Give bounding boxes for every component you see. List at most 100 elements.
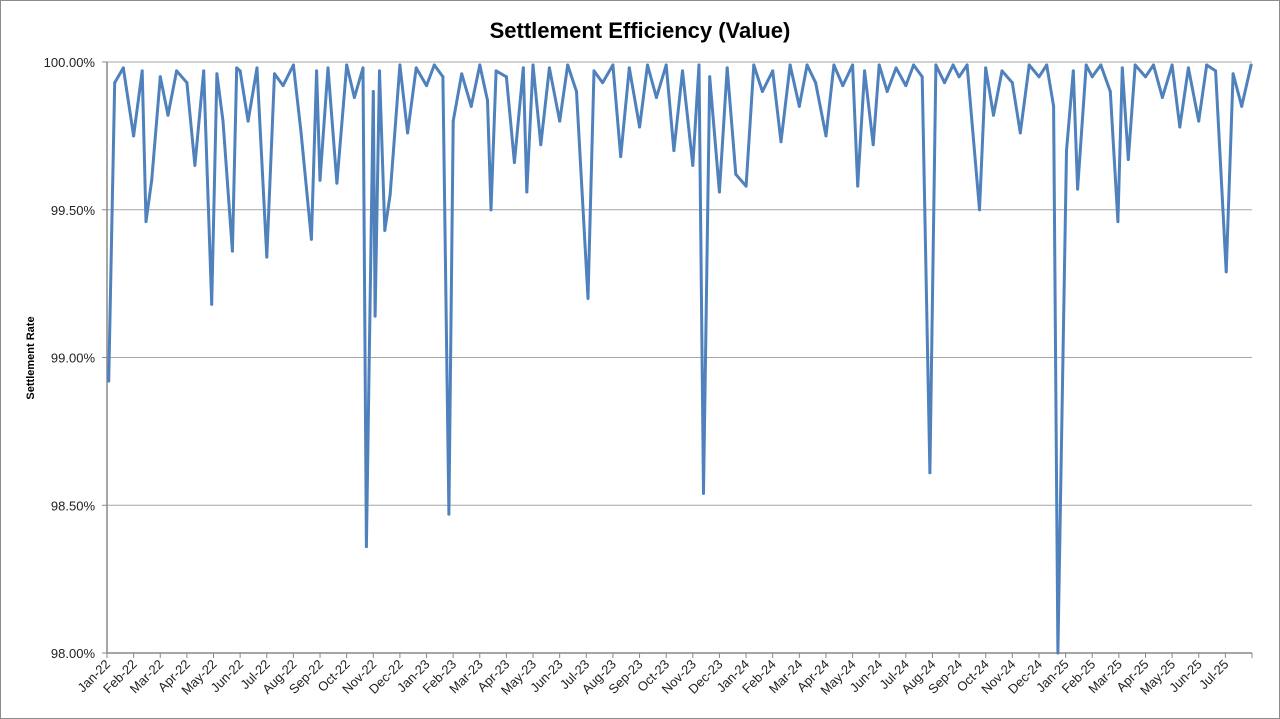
series-line xyxy=(107,63,1253,655)
data-point xyxy=(255,66,259,70)
data-point xyxy=(1099,63,1103,67)
y-tick-label: 98.00% xyxy=(51,646,96,661)
data-point xyxy=(460,72,464,76)
data-point xyxy=(920,75,924,79)
data-point xyxy=(166,113,170,117)
data-point xyxy=(281,84,285,88)
data-point xyxy=(851,63,855,67)
data-point xyxy=(725,66,729,70)
data-point xyxy=(771,69,775,73)
data-point xyxy=(978,208,982,212)
data-point xyxy=(856,184,860,188)
data-point xyxy=(315,69,319,73)
data-point xyxy=(539,143,543,147)
data-point xyxy=(1151,63,1155,67)
data-point xyxy=(335,181,339,185)
data-point xyxy=(841,84,845,88)
data-point xyxy=(291,63,295,67)
data-point xyxy=(708,75,712,79)
data-point xyxy=(1116,220,1120,224)
data-point xyxy=(140,69,144,73)
data-point xyxy=(238,69,242,73)
data-point xyxy=(734,172,738,176)
data-point xyxy=(265,255,269,259)
data-point xyxy=(352,95,356,99)
data-point xyxy=(489,208,493,212)
data-point xyxy=(398,63,402,67)
data-point xyxy=(406,131,410,135)
data-point xyxy=(246,119,250,123)
data-point xyxy=(414,66,418,70)
data-point xyxy=(744,184,748,188)
data-point xyxy=(1010,81,1014,85)
data-point xyxy=(1240,104,1244,108)
data-point xyxy=(934,63,938,67)
data-point xyxy=(681,69,685,73)
data-point xyxy=(942,81,946,85)
data-point xyxy=(1160,95,1164,99)
data-point xyxy=(863,69,867,73)
data-point xyxy=(912,63,916,67)
data-point xyxy=(371,90,375,94)
data-point xyxy=(525,190,529,194)
data-point xyxy=(894,66,898,70)
data-point xyxy=(814,81,818,85)
data-point xyxy=(951,63,955,67)
data-point xyxy=(512,160,516,164)
data-point xyxy=(158,75,162,79)
data-point xyxy=(752,63,756,67)
data-point xyxy=(1071,69,1075,73)
data-point xyxy=(691,163,695,167)
x-tick-label: Jul-25 xyxy=(1196,657,1232,693)
data-point xyxy=(611,63,615,67)
data-point xyxy=(345,63,349,67)
data-point xyxy=(824,134,828,138)
data-point xyxy=(132,134,136,138)
data-point xyxy=(1120,66,1124,70)
data-point xyxy=(521,66,525,70)
data-point xyxy=(805,63,809,67)
data-point xyxy=(175,69,179,73)
data-point xyxy=(1133,63,1137,67)
data-point xyxy=(928,471,932,475)
chart-title: Settlement Efficiency (Value) xyxy=(490,18,791,43)
data-point xyxy=(592,69,596,73)
data-point xyxy=(1090,75,1094,79)
data-point xyxy=(991,113,995,117)
data-point xyxy=(1197,119,1201,123)
data-point xyxy=(1056,651,1060,655)
data-point xyxy=(1170,63,1174,67)
data-point xyxy=(113,81,117,85)
data-point xyxy=(877,63,881,67)
data-point xyxy=(957,75,961,79)
data-point xyxy=(486,98,490,102)
data-point xyxy=(627,66,631,70)
data-point xyxy=(1027,63,1031,67)
data-point xyxy=(326,66,330,70)
data-point xyxy=(1249,63,1253,67)
data-point xyxy=(1224,270,1228,274)
data-point xyxy=(1000,69,1004,73)
data-point xyxy=(150,178,154,182)
data-point xyxy=(619,155,623,159)
data-point xyxy=(779,140,783,144)
data-point xyxy=(272,72,276,76)
data-point xyxy=(364,545,368,549)
data-point xyxy=(221,119,225,123)
data-point xyxy=(664,63,668,67)
data-point xyxy=(1064,149,1068,153)
data-point xyxy=(478,63,482,67)
data-point xyxy=(638,125,642,129)
data-point xyxy=(547,66,551,70)
data-point xyxy=(1205,63,1209,67)
data-point xyxy=(1108,90,1112,94)
data-point xyxy=(299,131,303,135)
data-point xyxy=(672,149,676,153)
data-point xyxy=(309,237,313,241)
data-point xyxy=(701,491,705,495)
y-axis-label: Settlement Rate xyxy=(25,316,37,399)
data-point xyxy=(1143,75,1147,79)
data-point xyxy=(1186,66,1190,70)
data-point xyxy=(904,84,908,88)
data-point xyxy=(185,81,189,85)
